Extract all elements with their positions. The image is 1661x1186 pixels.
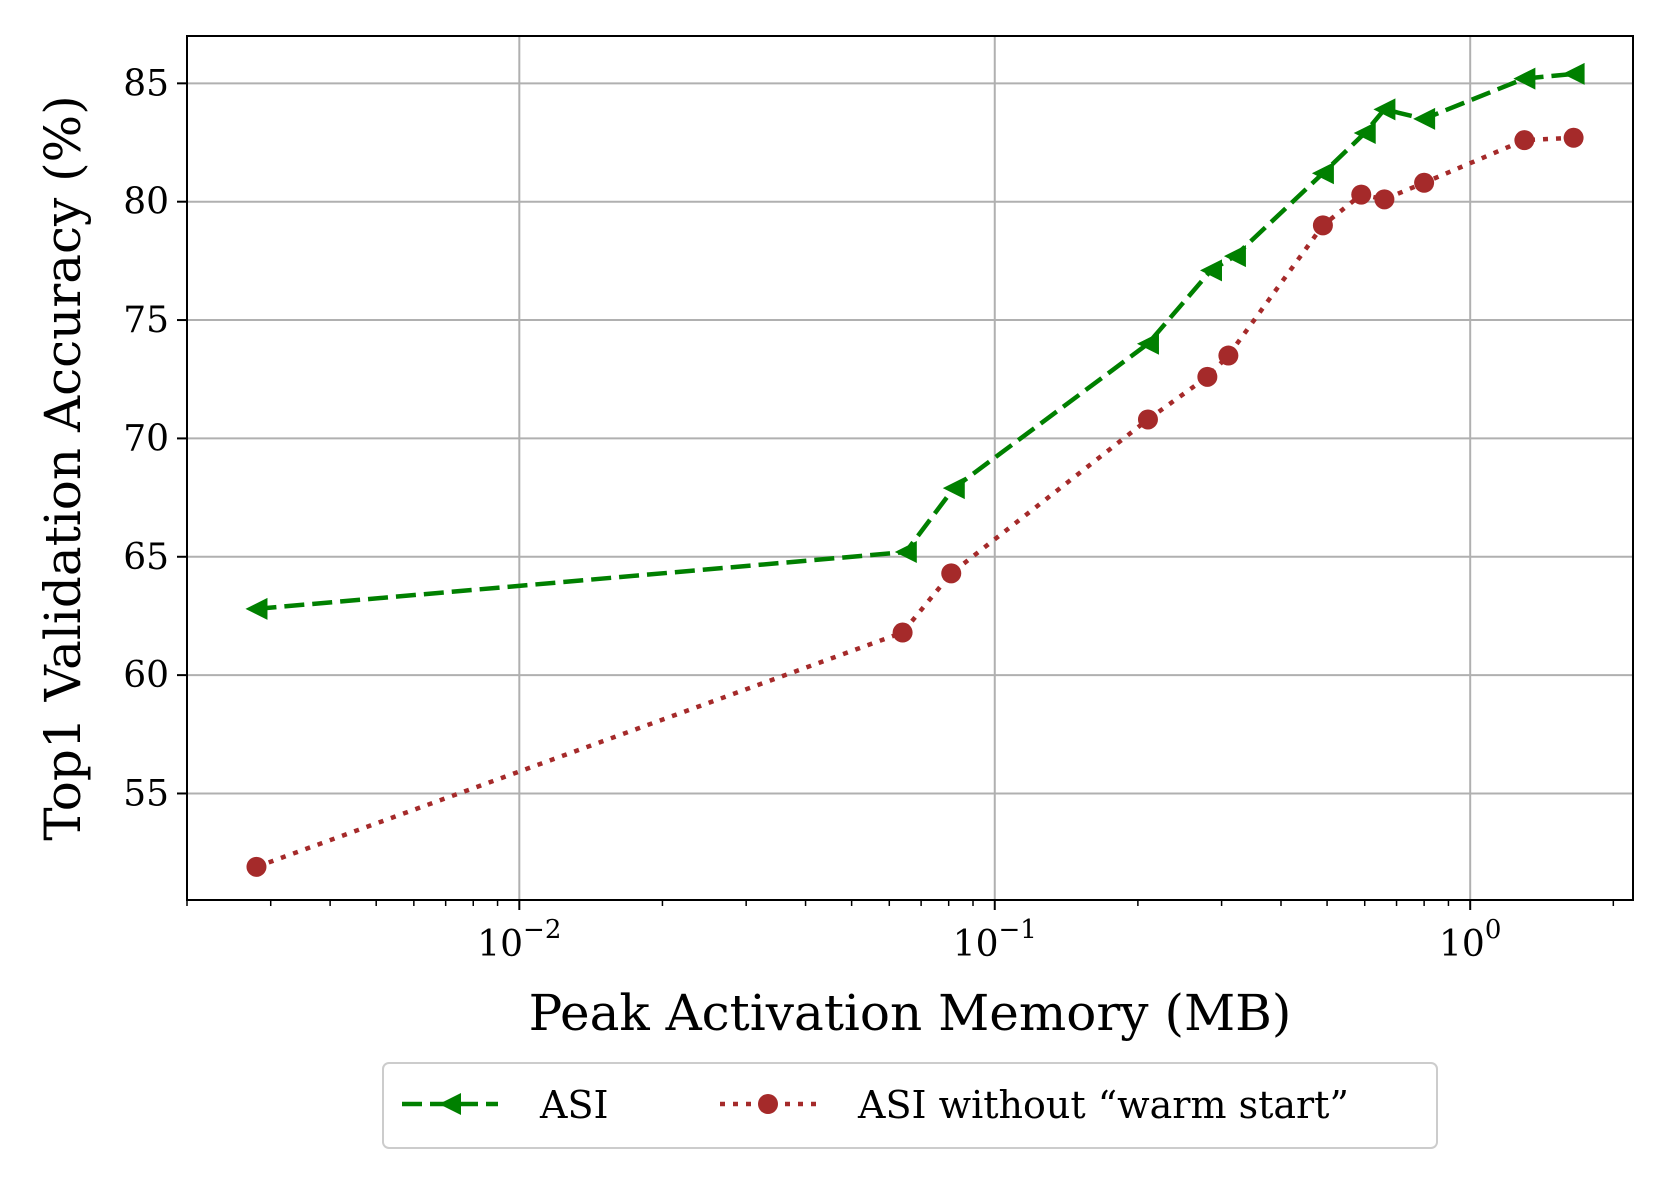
series-0-point-10	[1513, 67, 1536, 90]
series-0-point-4	[1200, 259, 1223, 282]
legend-box	[382, 1062, 1438, 1149]
series-1-point-2	[941, 563, 962, 584]
y-axis-label: Top1 Validation Accuracy (%)	[34, 95, 92, 840]
series-0-point-11	[1562, 62, 1585, 85]
series-0-point-5	[1223, 245, 1246, 268]
series-1-point-0	[246, 856, 267, 877]
series-0-point-0	[245, 597, 268, 620]
series-1	[246, 127, 1584, 877]
x-axis-label: Peak Activation Memory (MB)	[529, 984, 1292, 1042]
x-tick-label-1: 10−1	[953, 915, 1037, 965]
series-0-point-6	[1311, 162, 1334, 185]
y-tick-label-3: 70	[123, 418, 169, 459]
legend-swatch-marker-1	[758, 1094, 778, 1114]
plot-frame	[186, 35, 1634, 901]
series-1-point-4	[1197, 366, 1218, 387]
series-1-point-5	[1218, 345, 1239, 366]
series-0-point-9	[1413, 107, 1436, 130]
series-1-point-9	[1414, 172, 1435, 193]
y-tick-label-2: 65	[123, 537, 169, 578]
series-1-point-10	[1514, 130, 1535, 151]
series-1-point-1	[892, 622, 913, 643]
series-1-point-6	[1312, 215, 1333, 236]
series-0-point-8	[1373, 98, 1396, 121]
x-tick-label-2: 100	[1439, 915, 1501, 965]
series-0	[245, 62, 1585, 620]
ticks: 10−2 10−1 100 55 60 65 70 75 80 85	[123, 63, 1615, 965]
series-0-point-3	[1136, 332, 1159, 355]
series-0-point-1	[894, 541, 917, 564]
y-tick-label-1: 60	[123, 655, 169, 696]
legend-label-0: ASI	[539, 1083, 609, 1127]
legend: ASI ASI without “warm start”	[382, 1062, 1438, 1149]
legend-label-1: ASI without “warm start”	[857, 1083, 1349, 1127]
series-0-point-7	[1353, 122, 1376, 145]
series-1-point-3	[1137, 409, 1158, 430]
series-1-point-8	[1374, 189, 1395, 210]
y-tick-label-4: 75	[123, 300, 169, 341]
y-tick-label-5: 80	[123, 182, 169, 223]
series-0-point-2	[942, 477, 965, 500]
series-1-point-11	[1563, 127, 1584, 148]
series-layer	[245, 62, 1585, 877]
series-1-point-7	[1351, 184, 1372, 205]
grid	[187, 36, 1633, 900]
x-tick-label-0: 10−2	[477, 915, 561, 965]
y-tick-label-6: 85	[123, 63, 169, 104]
series-1-line	[255, 135, 1574, 869]
y-tick-label-0: 55	[123, 773, 169, 814]
legend-swatch-marker-0	[439, 1093, 461, 1115]
series-0-line	[256, 71, 1574, 612]
